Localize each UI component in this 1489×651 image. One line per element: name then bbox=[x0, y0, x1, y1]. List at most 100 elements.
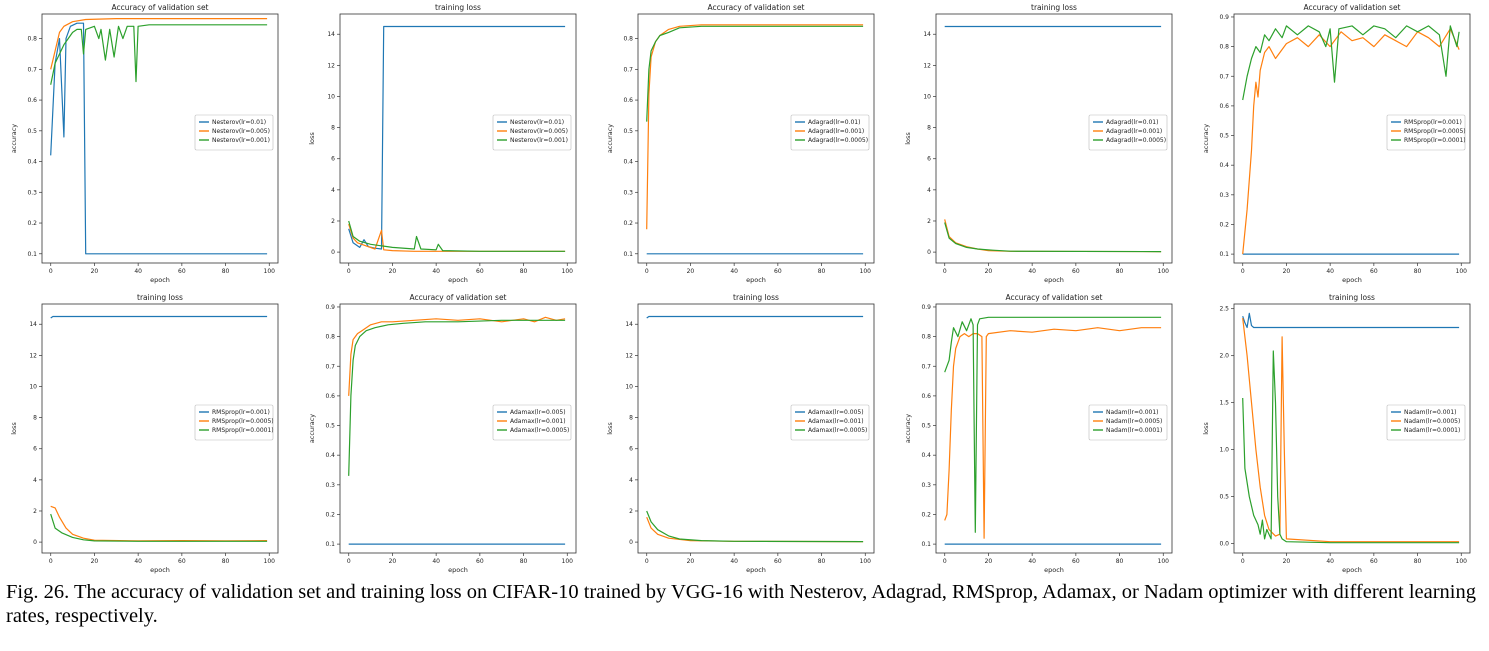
y-tick-label: 0.1 bbox=[1219, 251, 1229, 258]
x-tick-label: 20 bbox=[1283, 558, 1291, 565]
y-tick-label: 0.8 bbox=[1219, 44, 1229, 51]
y-tick-label: 14 bbox=[625, 321, 633, 328]
y-tick-label: 0 bbox=[33, 539, 37, 546]
y-tick-label: 2 bbox=[33, 508, 37, 515]
x-tick-label: 60 bbox=[774, 558, 782, 565]
y-tick-label: 0.5 bbox=[1219, 133, 1229, 140]
y-tick-label: 0.8 bbox=[27, 36, 37, 43]
y-axis-label: loss bbox=[904, 132, 912, 145]
x-tick-label: 80 bbox=[520, 268, 528, 275]
legend: Nadam(lr=0.001) Nadam(lr=0.0005) Nadam(lr=… bbox=[1088, 404, 1168, 441]
y-tick-label: 0.4 bbox=[623, 159, 633, 166]
chart-svg: training loss 0 20 40 60 80 100 0.0 0.5 1.0 1.5 2.0… bbox=[1202, 293, 1471, 574]
legend-entry: Adagrad(lr=0.01) bbox=[808, 119, 860, 126]
y-tick-label: 0.0 bbox=[1219, 541, 1229, 548]
chart-panel-6: training loss 0 20 40 60 80 100 0 2 4 6 8 10 12 14 epoc… bbox=[0, 290, 298, 580]
x-tick-label: 20 bbox=[687, 268, 695, 275]
x-axis-label: epoch bbox=[746, 276, 766, 284]
y-tick-label: 0.4 bbox=[325, 452, 335, 459]
legend-entry: Adamax(lr=0.005) bbox=[808, 409, 864, 416]
series-line-green bbox=[348, 220, 566, 252]
y-tick-label: 12 bbox=[923, 62, 931, 69]
y-tick-label: 6 bbox=[927, 156, 931, 163]
series-line-green bbox=[1242, 350, 1460, 544]
y-tick-label: 0.7 bbox=[325, 363, 335, 370]
x-tick-label: 100 bbox=[1158, 558, 1170, 565]
series-line-green bbox=[646, 25, 864, 122]
chart-panel-4: training loss 0 20 40 60 80 100 0 2 4 6 8 10 12 14 epoc… bbox=[894, 0, 1192, 290]
series-line-green bbox=[348, 319, 566, 476]
x-tick-label: 100 bbox=[562, 268, 574, 275]
x-tick-label: 60 bbox=[774, 268, 782, 275]
legend-entry: RMSprop(lr=0.0005) bbox=[1404, 128, 1466, 135]
y-tick-label: 0.1 bbox=[325, 541, 335, 548]
y-tick-label: 1.0 bbox=[1219, 447, 1229, 454]
y-tick-label: 0.6 bbox=[27, 97, 37, 104]
series-line-orange bbox=[944, 219, 1162, 253]
chart-title: training loss bbox=[1031, 3, 1077, 12]
x-tick-label: 20 bbox=[687, 558, 695, 565]
y-tick-label: 0.6 bbox=[1219, 103, 1229, 110]
chart-svg: Accuracy of validation set 0 20 40 60 80 100 0.… bbox=[904, 293, 1173, 574]
y-axis-label: accuracy bbox=[10, 124, 18, 153]
series-line-orange bbox=[348, 316, 566, 396]
x-tick-label: 40 bbox=[1028, 268, 1036, 275]
x-tick-label: 100 bbox=[1456, 268, 1468, 275]
x-tick-label: 20 bbox=[91, 558, 99, 565]
x-tick-label: 0 bbox=[1241, 268, 1245, 275]
y-tick-label: 4 bbox=[927, 187, 931, 194]
x-tick-label: 0 bbox=[49, 558, 53, 565]
legend-box bbox=[1088, 114, 1168, 151]
y-tick-label: 12 bbox=[327, 62, 335, 69]
x-tick-label: 20 bbox=[389, 558, 397, 565]
legend-box bbox=[1088, 404, 1168, 441]
y-axis-label: loss bbox=[606, 422, 614, 435]
x-tick-label: 60 bbox=[1072, 268, 1080, 275]
x-tick-label: 80 bbox=[1116, 558, 1124, 565]
y-tick-label: 4 bbox=[331, 187, 335, 194]
y-tick-label: 2 bbox=[629, 508, 633, 515]
y-tick-label: 0.6 bbox=[325, 393, 335, 400]
legend-entry: Nesterov(lr=0.01) bbox=[510, 119, 564, 126]
y-tick-label: 0.9 bbox=[325, 304, 335, 311]
y-axis-label: accuracy bbox=[904, 414, 912, 443]
x-tick-label: 0 bbox=[645, 268, 649, 275]
legend-box bbox=[194, 114, 274, 151]
x-tick-label: 80 bbox=[222, 268, 230, 275]
y-tick-label: 0.3 bbox=[27, 189, 37, 196]
series-line-blue bbox=[50, 22, 268, 255]
legend-entry: Nesterov(lr=0.001) bbox=[510, 137, 568, 144]
y-tick-label: 0.2 bbox=[325, 511, 335, 518]
x-tick-label: 40 bbox=[1326, 268, 1334, 275]
legend-entry: Nadam(lr=0.0001) bbox=[1106, 427, 1162, 434]
x-tick-label: 0 bbox=[645, 558, 649, 565]
y-axis-label: accuracy bbox=[1202, 124, 1210, 153]
plot-frame bbox=[41, 303, 279, 554]
chart-title: training loss bbox=[1329, 293, 1375, 302]
y-tick-label: 4 bbox=[33, 477, 37, 484]
y-tick-label: 0.7 bbox=[623, 66, 633, 73]
y-tick-label: 0 bbox=[927, 249, 931, 256]
legend-entry: Adamax(lr=0.001) bbox=[510, 418, 566, 425]
x-tick-label: 0 bbox=[943, 268, 947, 275]
legend-entry: Adamax(lr=0.0005) bbox=[808, 427, 867, 434]
x-tick-label: 100 bbox=[1158, 268, 1170, 275]
series-line-green bbox=[944, 316, 1162, 533]
legend-box bbox=[492, 404, 572, 441]
legend: Nadam(lr=0.001) Nadam(lr=0.0005) Nadam(lr=… bbox=[1386, 404, 1466, 441]
legend-entry: Nesterov(lr=0.005) bbox=[212, 128, 270, 135]
legend-box bbox=[1386, 114, 1466, 151]
legend: RMSprop(lr=0.001) RMSprop(lr=0.0005) RMSpr… bbox=[1386, 114, 1466, 151]
legend: Adagrad(lr=0.01) Adagrad(lr=0.001) Adagrad… bbox=[1088, 114, 1168, 151]
x-tick-label: 40 bbox=[730, 558, 738, 565]
plot-frame bbox=[339, 13, 577, 264]
legend: Adamax(lr=0.005) Adamax(lr=0.001) Adamax(l… bbox=[492, 404, 572, 441]
y-tick-label: 12 bbox=[29, 352, 37, 359]
plot-frame bbox=[935, 13, 1173, 264]
y-tick-label: 0.3 bbox=[325, 482, 335, 489]
series-line-green bbox=[1242, 25, 1460, 101]
y-tick-label: 8 bbox=[33, 415, 37, 422]
chart-panel-5: Accuracy of validation set 0 20 40 60 80 100 0.… bbox=[1192, 0, 1489, 290]
y-tick-label: 2 bbox=[927, 218, 931, 225]
series-line-orange bbox=[646, 516, 864, 543]
